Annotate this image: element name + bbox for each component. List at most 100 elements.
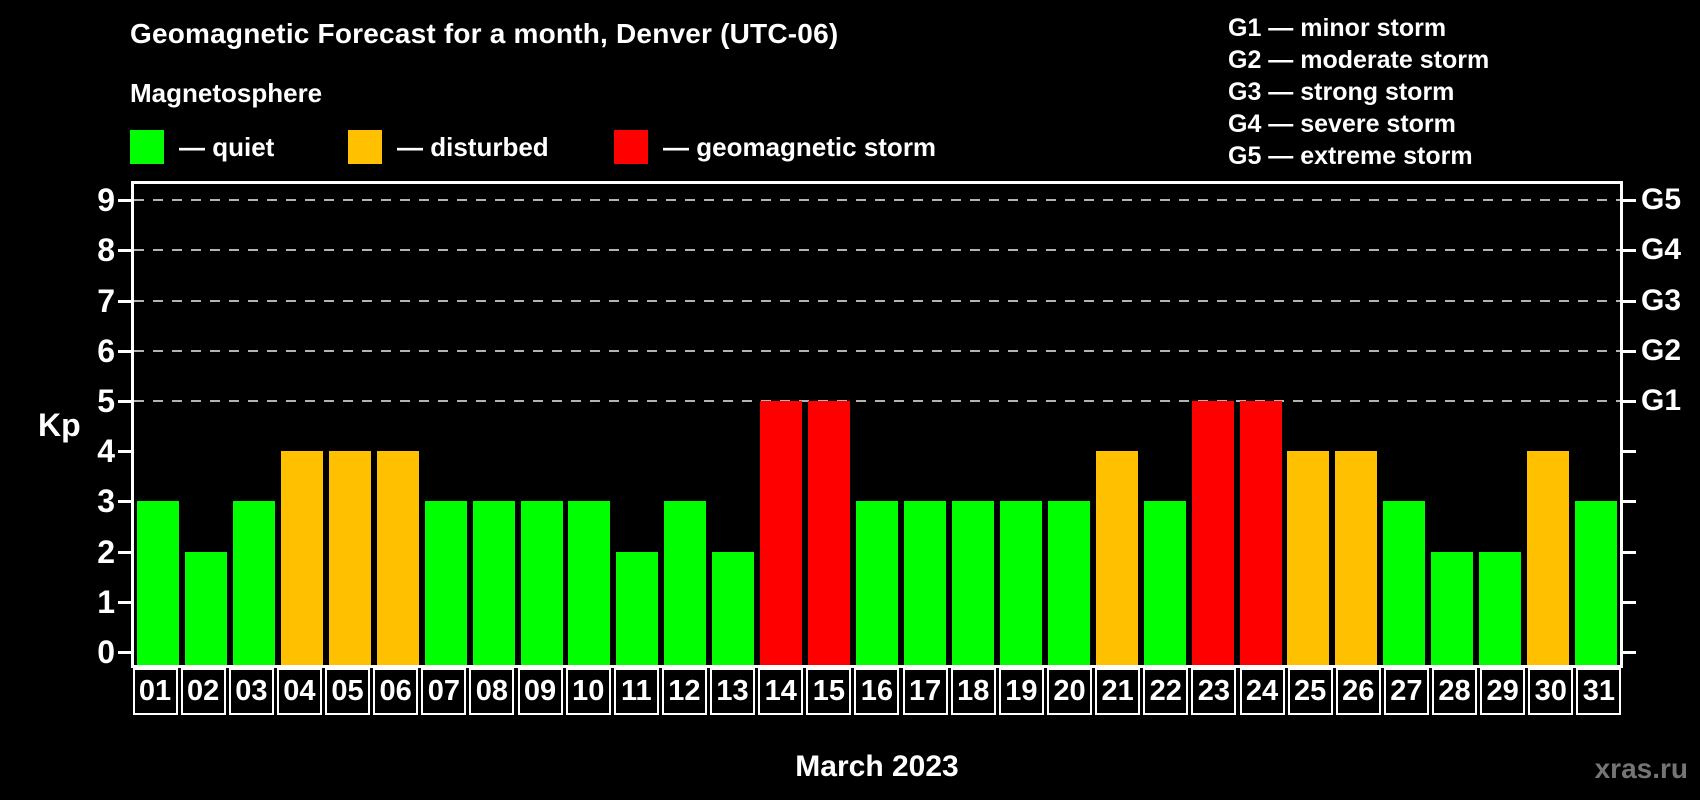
day-cell-20: 20 [1047, 668, 1093, 715]
y-tick-right-4 [1623, 450, 1636, 454]
day-cell-24: 24 [1239, 668, 1285, 715]
day-cell-07: 07 [421, 668, 467, 715]
y-tick-right-8 [1623, 249, 1636, 253]
day-cell-01: 01 [132, 668, 178, 715]
watermark: xras.ru [1594, 753, 1688, 784]
day-cell-02: 02 [180, 668, 226, 715]
quiet-color-swatch [130, 130, 164, 164]
day-cell-16: 16 [854, 668, 900, 715]
bar-day-09 [520, 501, 563, 665]
day-cell-14: 14 [758, 668, 804, 715]
y-tick-left-9 [118, 199, 131, 203]
day-cell-26: 26 [1335, 668, 1381, 715]
y-tick-label-9: 9 [97, 182, 115, 219]
x-axis-title: March 2023 [795, 750, 959, 783]
y-axis-title: Kp [38, 407, 81, 443]
g-scale-legend: G1 — minor storm G2 — moderate storm G3 … [1228, 12, 1489, 172]
bar-day-03 [232, 501, 275, 665]
bar-day-15 [808, 401, 851, 665]
y-tick-label-3: 3 [97, 483, 115, 520]
day-cell-10: 10 [565, 668, 611, 715]
g-legend-line-g4: G4 — severe storm [1228, 110, 1456, 138]
y-tick-left-1 [118, 600, 131, 604]
day-cell-27: 27 [1383, 668, 1429, 715]
g-axis-label-g2: G2 [1641, 333, 1682, 367]
gridline-kp-6 [134, 349, 1620, 352]
y-tick-label-2: 2 [97, 533, 115, 570]
day-cell-08: 08 [469, 668, 515, 715]
day-cell-31: 31 [1576, 668, 1622, 715]
plot-area [131, 181, 1623, 668]
y-tick-right-9 [1623, 199, 1636, 203]
bar-day-25 [1287, 451, 1330, 665]
g-legend-line-g2: G2 — moderate storm [1228, 46, 1490, 74]
y-tick-left-4 [118, 450, 131, 454]
chart-subtitle: Magnetosphere [130, 78, 323, 108]
day-cell-23: 23 [1191, 668, 1237, 715]
bar-day-20 [1047, 501, 1090, 665]
bar-day-27 [1383, 501, 1426, 665]
bar-day-24 [1239, 401, 1282, 665]
storm-color-swatch [614, 130, 648, 164]
day-cell-05: 05 [325, 668, 371, 715]
bar-day-06 [376, 451, 419, 665]
bar-day-05 [328, 451, 371, 665]
y-tick-right-1 [1623, 600, 1636, 604]
day-cell-17: 17 [902, 668, 948, 715]
gridline-kp-5 [134, 400, 1620, 402]
y-tick-right-0 [1623, 651, 1636, 654]
g-axis-label-g4: G4 [1641, 233, 1682, 267]
g-legend-line-g5: G5 — extreme storm [1228, 142, 1473, 170]
chart-title: Geomagnetic Forecast for a month, Denver… [130, 18, 839, 49]
bar-day-04 [280, 451, 323, 665]
bar-day-12 [664, 501, 707, 665]
bar-day-26 [1335, 451, 1378, 665]
legend-item-storm: — geomagnetic storm [614, 128, 936, 166]
disturbed-color-swatch [348, 130, 382, 164]
day-cell-09: 09 [517, 668, 563, 715]
bar-day-31 [1575, 501, 1617, 665]
bar-day-17 [903, 501, 946, 665]
bar-day-29 [1479, 551, 1522, 665]
y-tick-left-0 [118, 651, 131, 654]
bar-day-02 [184, 551, 227, 665]
y-tick-left-5 [118, 400, 131, 403]
y-tick-label-0: 0 [97, 634, 115, 670]
g-legend-line-g3: G3 — strong storm [1228, 78, 1455, 106]
day-cell-12: 12 [661, 668, 707, 715]
bar-day-14 [760, 401, 803, 665]
bar-day-22 [1143, 501, 1186, 665]
day-cell-03: 03 [228, 668, 274, 715]
day-cell-22: 22 [1143, 668, 1189, 715]
day-cell-06: 06 [373, 668, 419, 715]
bar-day-18 [951, 501, 994, 665]
y-tick-label-7: 7 [97, 282, 115, 319]
g-axis-label-g5: G5 [1641, 183, 1682, 217]
day-cell-18: 18 [950, 668, 996, 715]
y-tick-left-8 [118, 249, 131, 253]
legend-item-quiet: — quiet [130, 128, 274, 166]
y-tick-right-6 [1623, 349, 1636, 353]
y-tick-right-3 [1623, 500, 1636, 504]
y-tick-right-5 [1623, 400, 1636, 403]
y-tick-label-6: 6 [97, 332, 115, 369]
day-cell-11: 11 [613, 668, 659, 715]
bar-day-08 [472, 501, 515, 665]
y-tick-label-8: 8 [97, 232, 115, 269]
y-tick-left-2 [118, 550, 131, 554]
y-tick-left-6 [118, 349, 131, 353]
day-cell-15: 15 [806, 668, 852, 715]
g-axis-label-g3: G3 [1641, 283, 1682, 317]
day-cell-29: 29 [1480, 668, 1526, 715]
bar-day-28 [1431, 551, 1474, 665]
gridline-kp-9 [134, 199, 1620, 202]
y-tick-label-4: 4 [97, 433, 115, 470]
g-axis-label-g1: G1 [1641, 384, 1682, 417]
day-cell-21: 21 [1095, 668, 1141, 715]
gridline-kp-7 [134, 299, 1620, 302]
bar-day-21 [1095, 451, 1138, 665]
g-legend-line-g1: G1 — minor storm [1228, 14, 1447, 42]
day-cell-04: 04 [276, 668, 322, 715]
day-cell-30: 30 [1528, 668, 1574, 715]
bar-day-01 [137, 501, 179, 665]
